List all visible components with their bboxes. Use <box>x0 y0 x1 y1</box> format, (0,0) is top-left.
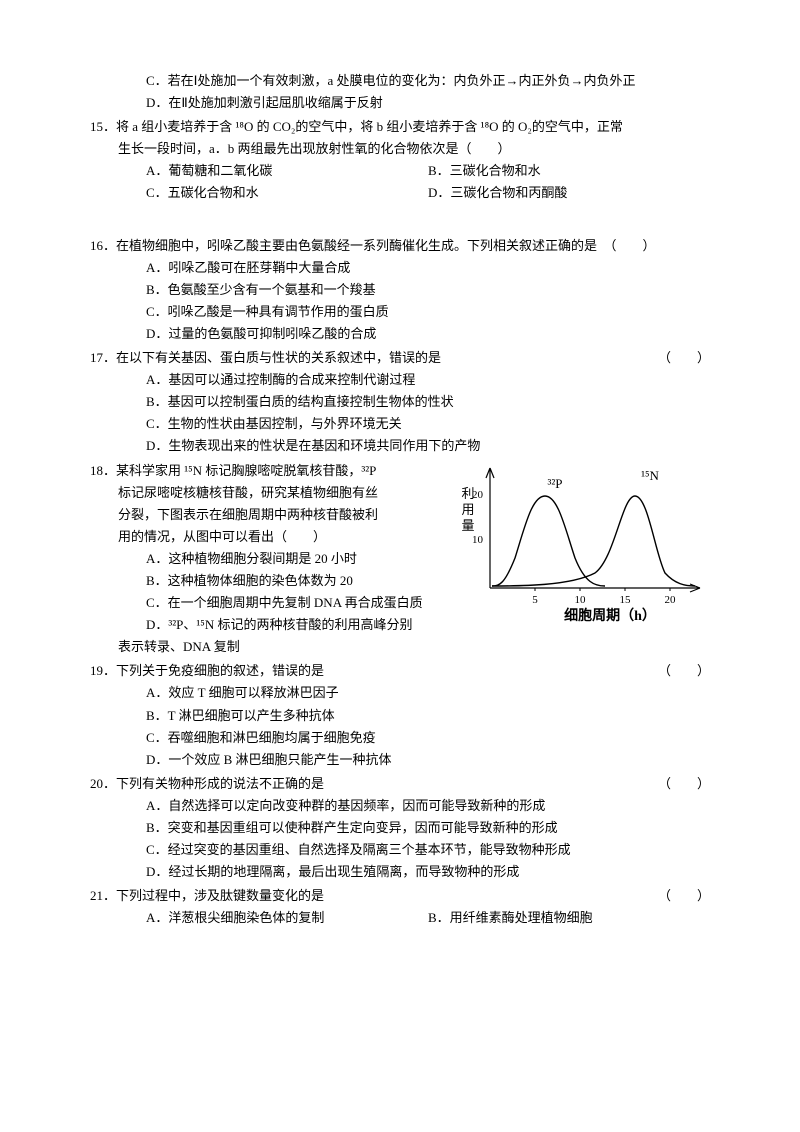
q18-chart: 利 用 量 20 10 5 10 15 20 细胞周期（h） ³²P ¹⁵N <box>450 458 710 659</box>
q20-option-d: D．经过长期的地理隔离，最后出现生殖隔离，而导致物种的形成 <box>146 861 710 883</box>
q20-option-c: C．经过突变的基因重组、自然选择及隔离三个基本环节，能导致物种形成 <box>146 839 710 861</box>
q18-stem-3: 分裂，下图表示在细胞周期中两种核苷酸被利 <box>118 504 440 526</box>
svg-text:量: 量 <box>461 518 474 533</box>
q18-stem-4: 用的情况，从图中可以看出（ ） <box>118 526 440 548</box>
svg-text:细胞周期（h）: 细胞周期（h） <box>564 607 656 624</box>
q18-option-b: B．这种植物体细胞的染色体数为 20 <box>146 570 440 592</box>
q18-stem-2: 标记尿嘧啶核糖核苷酸，研究某植物细胞有丝 <box>118 482 440 504</box>
q16-option-a: A．吲哚乙酸可在胚芽鞘中大量合成 <box>146 257 710 279</box>
svg-text:³²P: ³²P <box>547 476 562 491</box>
q14-option-c: C．若在Ⅰ处施加一个有效刺激，a 处膜电位的变化为：内负外正→内正外负→内负外正 <box>146 70 710 92</box>
q16-option-d: D．过量的色氨酸可抑制吲哚乙酸的合成 <box>146 323 710 345</box>
q19-paren: （ ） <box>686 660 710 682</box>
svg-text:¹⁵N: ¹⁵N <box>641 468 659 483</box>
q15-option-c: C．五碳化合物和水 <box>146 182 428 204</box>
q15-stem-2: 生长一段时间，a．b 两组最先出现放射性氧的化合物依次是（ ） <box>118 138 710 160</box>
svg-text:用: 用 <box>461 502 474 517</box>
q18-option-c: C．在一个细胞周期中先复制 DNA 再合成蛋白质 <box>146 592 440 614</box>
q15-options-row2: C．五碳化合物和水 D．三碳化合物和丙酮酸 <box>90 182 710 204</box>
q17-option-c: C．生物的性状由基因控制，与外界环境无关 <box>146 413 710 435</box>
q15-options-row1: A．葡萄糖和二氧化碳 B．三碳化合物和水 <box>90 160 710 182</box>
q21-option-b: B．用纤维素酶处理植物细胞 <box>428 907 710 929</box>
q15-option-b: B．三碳化合物和水 <box>428 160 710 182</box>
svg-text:5: 5 <box>532 594 538 606</box>
q15-option-a: A．葡萄糖和二氧化碳 <box>146 160 428 182</box>
q15-option-d: D．三碳化合物和丙酮酸 <box>428 182 710 204</box>
q16-option-c: C．吲哚乙酸是一种具有调节作用的蛋白质 <box>146 301 710 323</box>
q19-stem: 19．下列关于免疫细胞的叙述，错误的是 （ ） <box>118 660 710 682</box>
q18-option-d2: 表示转录、DNA 复制 <box>118 636 440 658</box>
q19-option-d: D．一个效应 B 淋巴细胞只能产生一种抗体 <box>146 749 710 771</box>
q21-options-row1: A．洋葱根尖细胞染色体的复制 B．用纤维素酶处理植物细胞 <box>90 907 710 929</box>
svg-text:20: 20 <box>472 489 484 501</box>
svg-text:10: 10 <box>472 534 484 546</box>
q17-option-a: A．基因可以通过控制酶的合成来控制代谢过程 <box>146 369 710 391</box>
q16-option-b: B．色氨酸至少含有一个氨基和一个羧基 <box>146 279 710 301</box>
q19-option-c: C．吞噬细胞和淋巴细胞均属于细胞免疫 <box>146 727 710 749</box>
q19-option-b: B．T 淋巴细胞可以产生多种抗体 <box>146 705 710 727</box>
q20-option-b: B．突变和基因重组可以使种群产生定向变异，因而可能导致新种的形成 <box>146 817 710 839</box>
q17-option-d: D．生物表现出来的性状是在基因和环境共同作用下的产物 <box>146 435 710 457</box>
svg-text:10: 10 <box>575 594 587 606</box>
svg-text:20: 20 <box>665 594 677 606</box>
q18-stem-1: 18．某科学家用 ¹⁵N 标记胸腺嘧啶脱氧核苷酸，³²P <box>118 460 440 482</box>
q19-option-a: A．效应 T 细胞可以释放淋巴因子 <box>146 682 710 704</box>
q18-option-d1: D．³²P、¹⁵N 标记的两种核苷酸的利用高峰分别 <box>146 614 440 636</box>
q17-stem: 17．在以下有关基因、蛋白质与性状的关系叙述中，错误的是 （ ） <box>118 347 710 369</box>
q20-stem: 20．下列有关物种形成的说法不正确的是 （ ） <box>118 773 710 795</box>
q16-stem: 16．在植物细胞中，吲哚乙酸主要由色氨酸经一系列酶催化生成。下列相关叙述正确的是… <box>118 235 710 257</box>
q20-option-a: A．自然选择可以定向改变种群的基因频率，因而可能导致新种的形成 <box>146 795 710 817</box>
q17-option-b: B．基因可以控制蛋白质的结构直接控制生物体的性状 <box>146 391 710 413</box>
q21-paren: （ ） <box>686 885 710 907</box>
q18-option-a: A．这种植物细胞分裂间期是 20 小时 <box>146 548 440 570</box>
q20-paren: （ ） <box>686 773 710 795</box>
q14-option-d: D．在Ⅱ处施加刺激引起屈肌收缩属于反射 <box>146 92 710 114</box>
q17-paren: （ ） <box>686 347 710 369</box>
q18-container: 18．某科学家用 ¹⁵N 标记胸腺嘧啶脱氧核苷酸，³²P 标记尿嘧啶核糖核苷酸，… <box>90 458 710 659</box>
q21-stem: 21．下列过程中，涉及肽键数量变化的是 （ ） <box>118 885 710 907</box>
q15-stem: 15．将 a 组小麦培养于含 ¹⁸O 的 CO₂的空气中，将 b 组小麦培养于含… <box>118 116 710 138</box>
svg-text:15: 15 <box>620 594 632 606</box>
q21-option-a: A．洋葱根尖细胞染色体的复制 <box>146 907 428 929</box>
